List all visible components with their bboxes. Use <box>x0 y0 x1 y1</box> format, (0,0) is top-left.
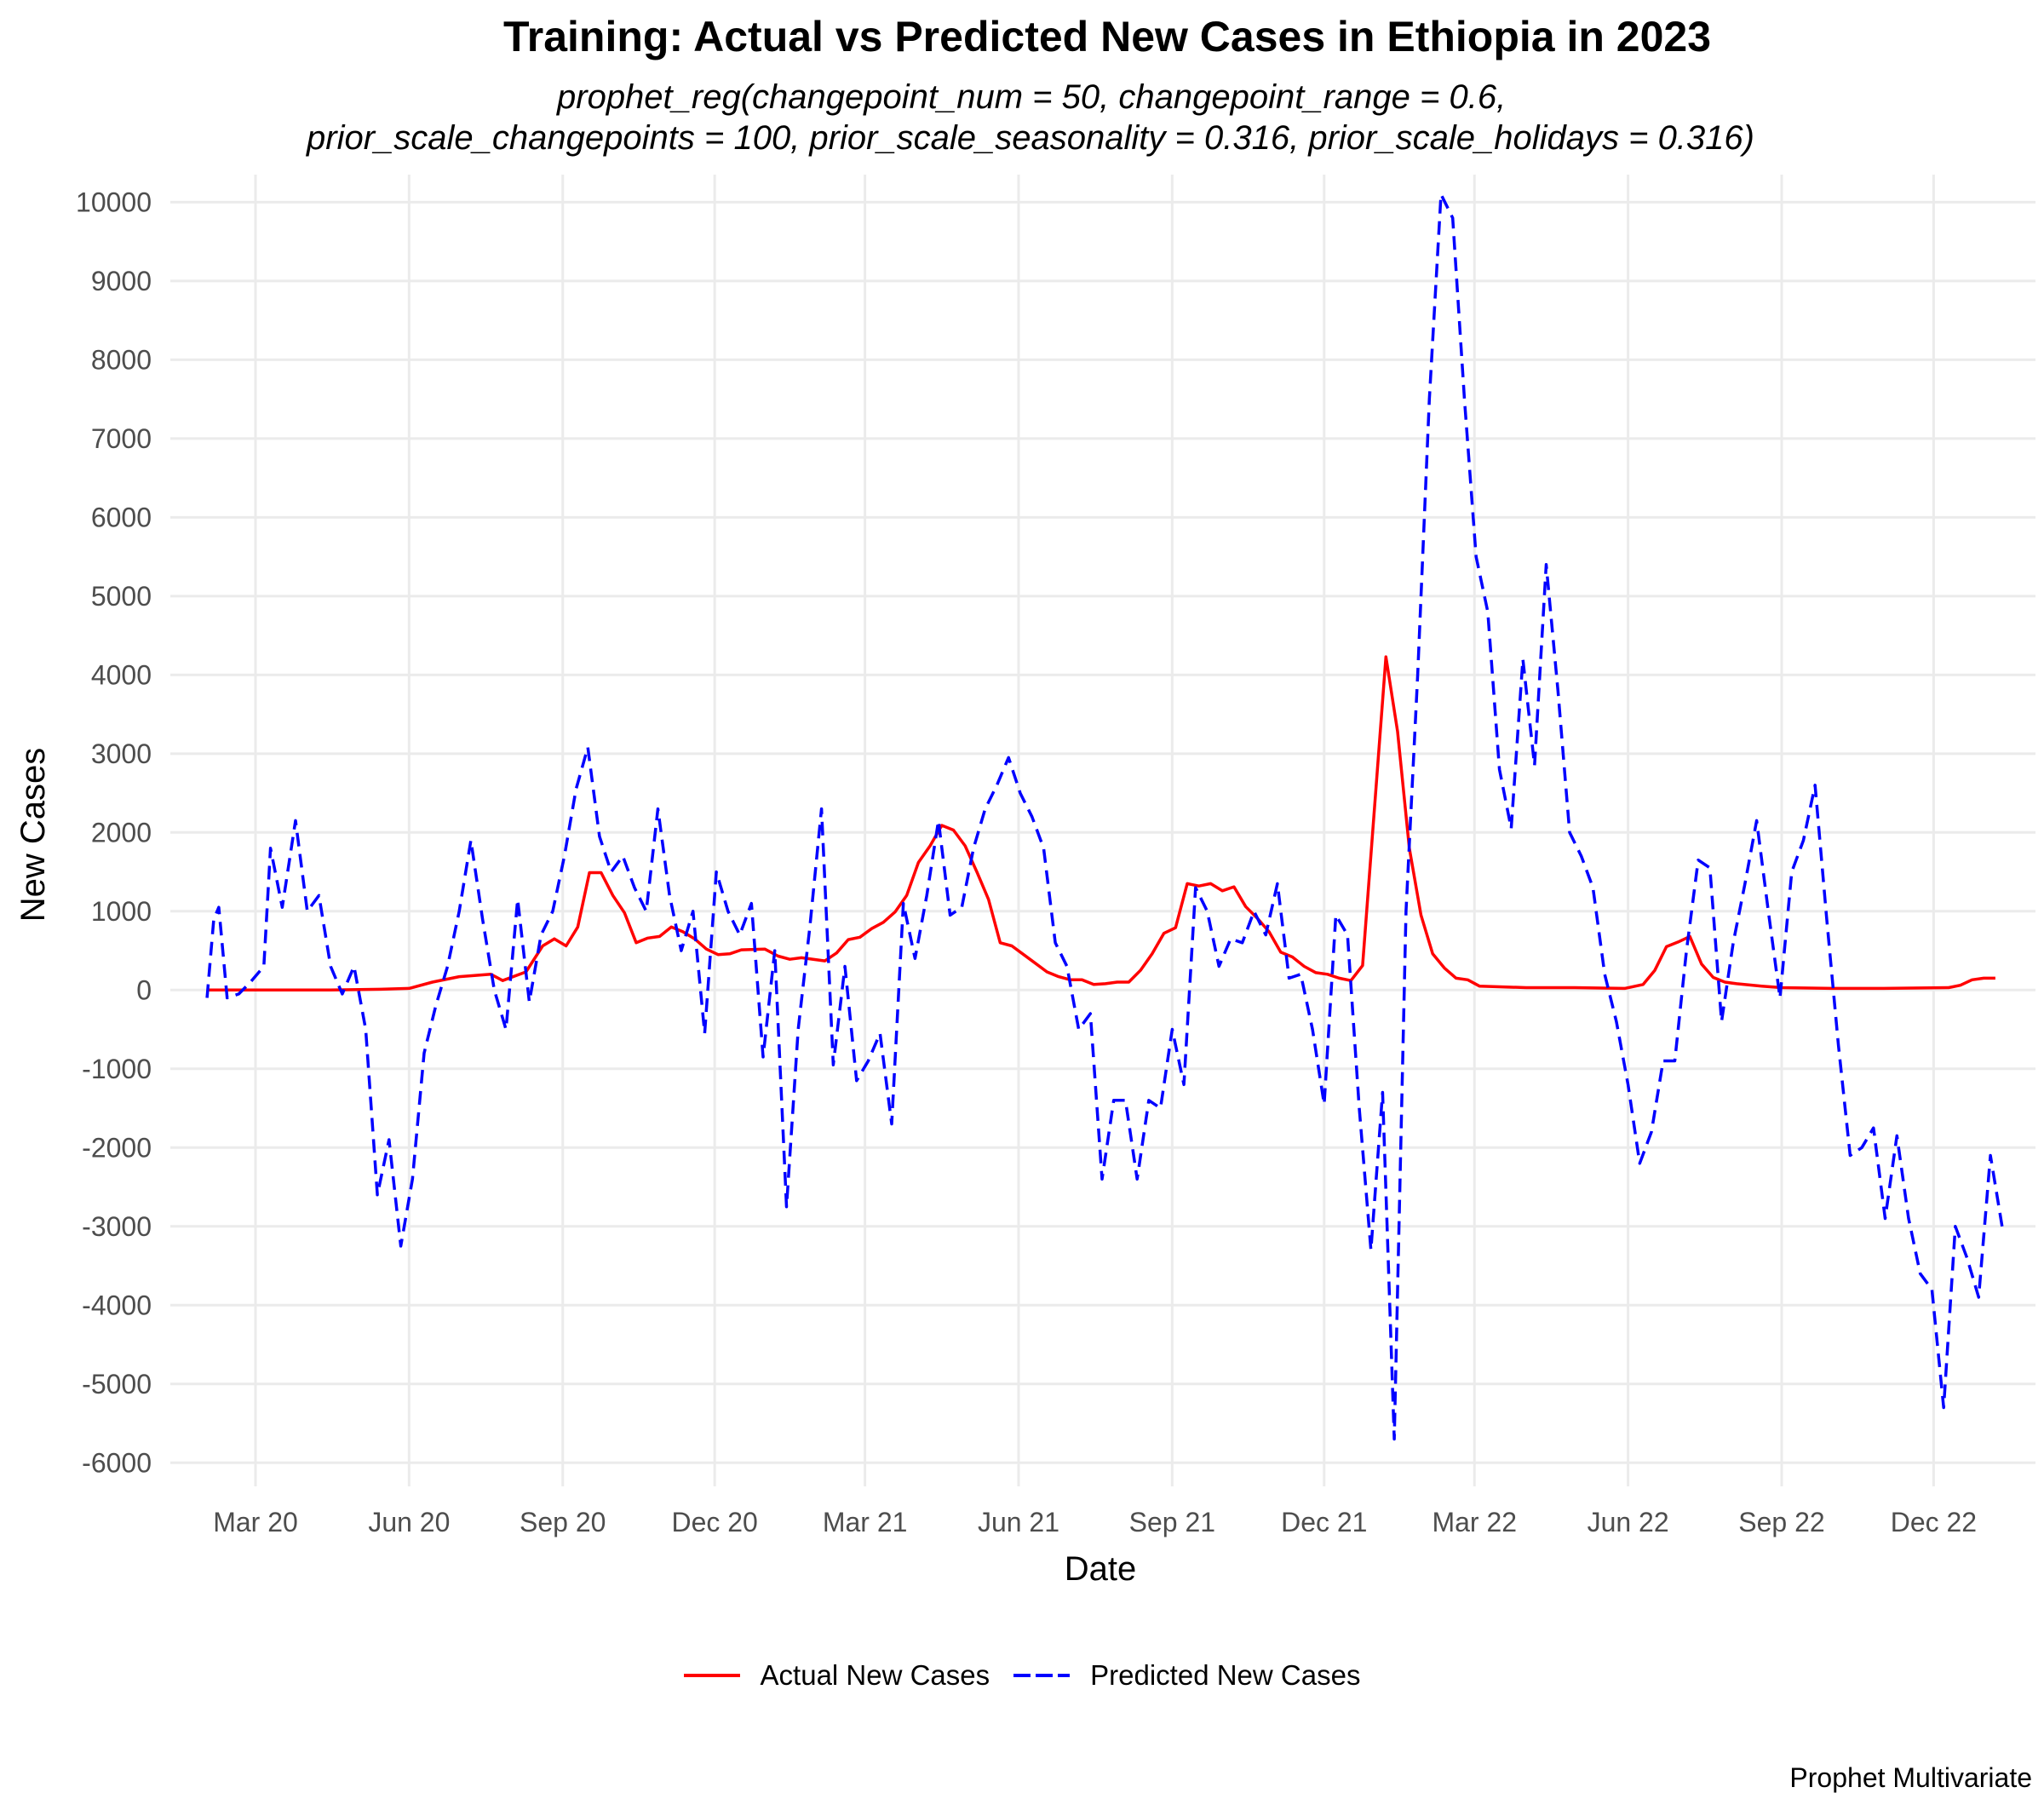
x-tick-label: Dec 21 <box>1281 1507 1367 1537</box>
y-tick-label: 4000 <box>91 659 152 690</box>
y-tick-label: 7000 <box>91 423 152 454</box>
y-tick-label: 5000 <box>91 581 152 612</box>
y-tick-label: 8000 <box>91 344 152 375</box>
y-tick-label: -6000 <box>82 1447 152 1478</box>
x-tick-label: Mar 20 <box>213 1507 298 1537</box>
y-tick-label: -4000 <box>82 1290 152 1320</box>
y-tick-label: -5000 <box>82 1369 152 1399</box>
line-chart: -6000 -5000 -4000 -3000 -2000 -1000 0 1000 2000 3… <box>14 175 2035 1588</box>
series-layer <box>205 193 2004 1441</box>
x-axis-ticks: Mar 20 Jun 20 Sep 20 Dec 20 Mar 21 Jun 21 Sep … <box>213 1507 1977 1537</box>
chart-subtitle-line-2: prior_scale_changepoints = 100, prior_sc… <box>307 119 1754 157</box>
chart-title: Training: Actual vs Predicted New Cases … <box>502 13 1712 60</box>
x-tick-label: Jun 21 <box>978 1507 1059 1537</box>
series-line-predicted <box>205 193 2004 1441</box>
grid <box>170 175 2035 1486</box>
legend-label-predicted: Predicted New Cases <box>1090 1659 1361 1691</box>
x-tick-label: Dec 20 <box>671 1507 757 1537</box>
y-tick-label: 10000 <box>76 187 152 217</box>
x-tick-label: Mar 22 <box>1432 1507 1517 1537</box>
y-tick-label: -2000 <box>82 1132 152 1163</box>
y-tick-label: 9000 <box>91 266 152 296</box>
legend-key-actual <box>683 1674 740 1677</box>
y-tick-label: 2000 <box>91 817 152 848</box>
x-tick-label: Jun 20 <box>368 1507 450 1537</box>
y-tick-label: 1000 <box>91 896 152 927</box>
x-tick-label: Sep 21 <box>1129 1507 1215 1537</box>
y-tick-label: 3000 <box>91 738 152 769</box>
x-tick-label: Sep 20 <box>520 1507 606 1537</box>
legend-key-predicted <box>1013 1674 1071 1677</box>
legend: Actual New Cases Predicted New Cases <box>0 1659 2044 1692</box>
x-tick-label: Mar 21 <box>823 1507 908 1537</box>
legend-label-actual: Actual New Cases <box>760 1659 990 1691</box>
chart-subtitle-line-1: prophet_reg(changepoint_num = 50, change… <box>557 78 1507 116</box>
y-tick-label: 0 <box>136 974 152 1005</box>
x-tick-label: Sep 22 <box>1738 1507 1824 1537</box>
x-tick-label: Dec 22 <box>1891 1507 1977 1537</box>
y-tick-label: 6000 <box>91 502 152 532</box>
y-tick-label: -3000 <box>82 1211 152 1242</box>
legend-item-predicted: Predicted New Cases <box>1013 1659 1360 1692</box>
y-axis-ticks: -6000 -5000 -4000 -3000 -2000 -1000 0 1000 2000 3… <box>76 187 152 1478</box>
y-tick-label: -1000 <box>82 1054 152 1084</box>
legend-item-actual: Actual New Cases <box>683 1659 990 1692</box>
series-line-actual <box>207 655 1995 992</box>
x-tick-label: Jun 22 <box>1588 1507 1669 1537</box>
x-axis-title: Date <box>1065 1550 1137 1588</box>
chart-caption: Prophet Multivariate <box>1789 1762 2032 1793</box>
y-axis-title: New Cases <box>14 748 52 922</box>
